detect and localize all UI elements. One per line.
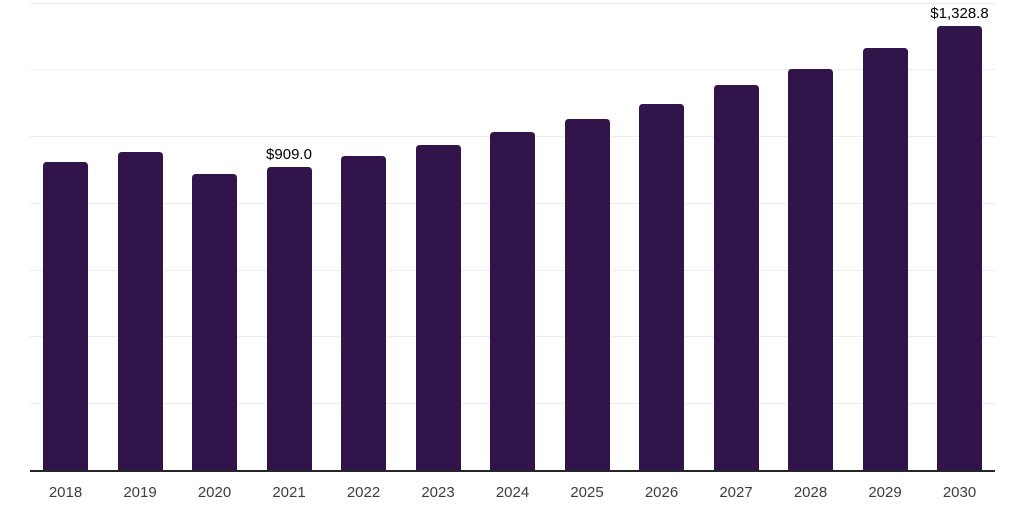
x-tick-2022: 2022 (346, 484, 381, 501)
data-label-2021: $909.0 (266, 145, 312, 163)
x-tick-2018: 2018 (48, 484, 83, 501)
bar-2024 (490, 131, 535, 470)
bar-2023 (415, 145, 461, 470)
x-tick-2028: 2028 (793, 484, 828, 501)
data-label-2030: $1,328.8 (930, 5, 989, 23)
x-tick-2024: 2024 (495, 484, 530, 501)
x-tick-2019: 2019 (123, 484, 157, 501)
gridline-1200 (30, 69, 995, 71)
bar-2029 (862, 47, 908, 470)
x-tick-2023: 2023 (421, 484, 455, 501)
bar-2021 (266, 166, 312, 470)
bar-2028 (788, 69, 833, 470)
x-tick-2020: 2020 (197, 484, 232, 501)
x-axis-line (30, 469, 995, 472)
x-tick-2025: 2025 (570, 484, 604, 501)
bar-2020 (192, 173, 237, 470)
bar-2030 (937, 26, 982, 470)
x-tick-2027: 2027 (719, 484, 753, 501)
bar-2022 (341, 156, 386, 470)
x-tick-2021: 2021 (272, 484, 306, 501)
x-tick-2029: 2029 (868, 484, 902, 501)
bar-2027 (713, 85, 759, 470)
bar-2019 (117, 152, 163, 470)
bar-2026 (639, 104, 684, 470)
gridline-1400 (30, 2, 995, 4)
bar-2025 (564, 119, 610, 470)
bar-2018 (43, 161, 88, 470)
x-tick-2026: 2026 (644, 484, 679, 501)
x-tick-2030: 2030 (942, 484, 977, 501)
